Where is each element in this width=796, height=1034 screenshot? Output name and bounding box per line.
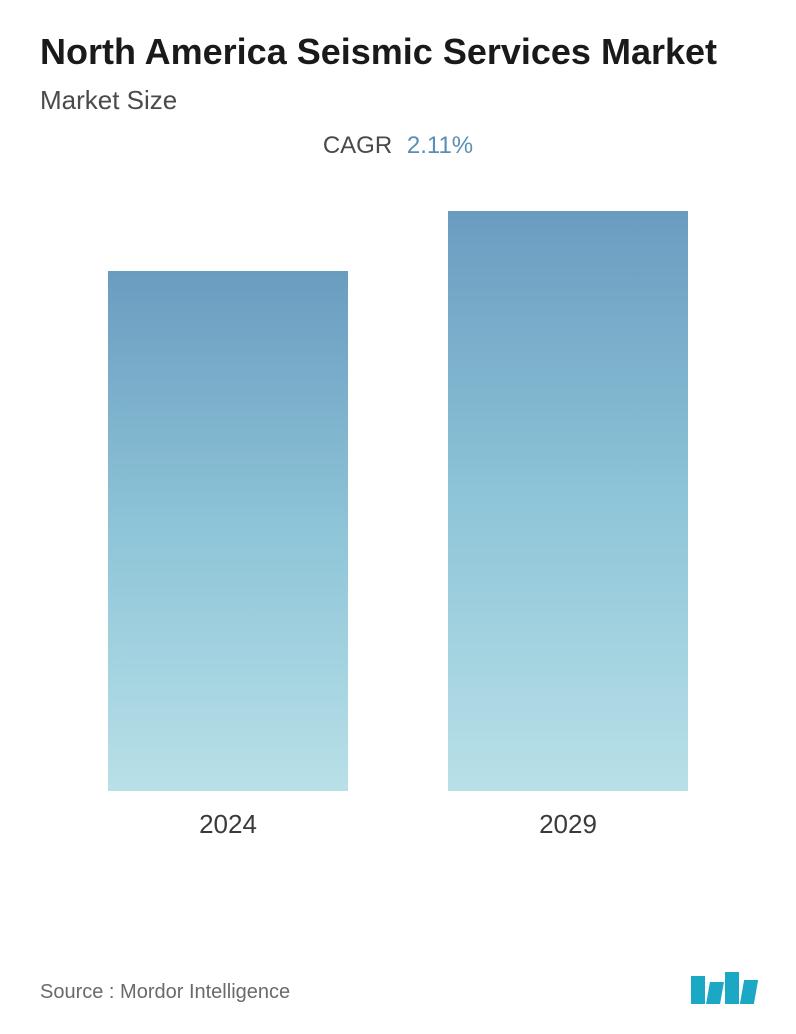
logo-icon — [691, 972, 756, 1004]
bar-group-1: 2029 — [448, 211, 688, 840]
bar-0 — [108, 271, 348, 791]
logo-bar — [725, 972, 739, 1004]
logo-bar — [691, 976, 705, 1004]
logo-bar — [740, 980, 758, 1004]
chart-title: North America Seismic Services Market — [40, 30, 756, 73]
bar-1 — [448, 211, 688, 791]
chart-area: 2024 2029 — [40, 220, 756, 840]
cagr-label: CAGR — [323, 132, 392, 159]
cagr-row: CAGR 2.11% — [40, 132, 756, 160]
footer: Source : Mordor Intelligence — [40, 972, 756, 1004]
logo-bar — [706, 982, 724, 1004]
bar-label-0: 2024 — [199, 809, 257, 840]
bar-label-1: 2029 — [539, 809, 597, 840]
chart-subtitle: Market Size — [40, 85, 756, 116]
source-text: Source : Mordor Intelligence — [40, 981, 290, 1004]
bar-group-0: 2024 — [108, 271, 348, 840]
cagr-value: 2.11% — [407, 132, 473, 159]
